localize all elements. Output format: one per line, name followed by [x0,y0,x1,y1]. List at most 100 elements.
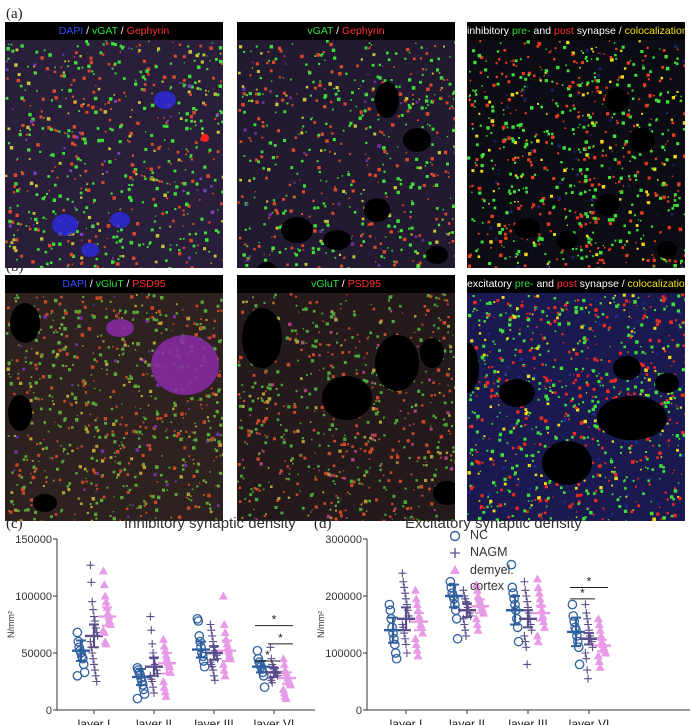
micrograph-a3: inhibitory pre- and post synapse / coloc… [467,22,685,268]
data-point [148,677,157,686]
data-point [593,651,603,660]
data-point [384,599,395,610]
data-point [159,641,169,650]
caption-segment: pre- [514,278,534,290]
data-point [199,661,210,672]
micrograph-caption: vGAT / Gephyrin [237,22,455,40]
data-point [220,627,230,636]
data-point [90,660,98,669]
data-point [99,580,109,589]
data-point [523,660,532,669]
data-point [210,671,218,680]
caption-segment: PSD95 [132,278,166,290]
caption-segment: / [83,25,93,37]
data-point [595,625,605,634]
data-point [400,583,409,592]
data-point [583,666,592,675]
caption-segment: Gephyrin [342,25,385,37]
data-point [594,620,604,628]
data-point [596,631,606,640]
data-point [279,659,289,668]
data-point [278,654,288,663]
data-point [385,605,396,616]
caption-segment: DAPI [58,25,84,37]
data-point [101,597,111,606]
y-tick-label: 200000 [325,591,362,603]
micrograph-caption: DAPI / vGAT / Gephyrin [5,22,223,40]
data-point [445,576,456,587]
caption-segment: / [86,278,96,290]
data-point [460,620,469,629]
data-point [402,649,411,657]
data-point [386,613,397,624]
micrograph-a1: DAPI / vGAT / Gephyrin [5,22,223,268]
data-point [601,648,611,657]
data-point [89,605,98,614]
x-tick-label: layer III [194,717,233,725]
data-point [148,639,157,648]
data-point [540,622,550,631]
data-point [506,559,517,570]
y-tick-label: 0 [356,705,362,717]
data-point [208,631,217,640]
data-point [412,645,422,654]
data-point [399,577,408,586]
data-point [99,627,109,636]
data-point [581,649,590,657]
data-point [532,631,542,640]
panel-label-a: (a) [6,6,23,22]
data-point [92,677,101,686]
caption-segment: synapse / [573,25,625,37]
data-point [219,665,229,674]
micrograph-caption: excitatory pre- and post synapse / coloc… [467,275,685,293]
micrograph-image [467,293,685,521]
chart-title-inhibitory: Inhibitory synaptic density [124,515,296,532]
data-point [522,643,531,652]
data-point [208,662,217,671]
caption-segment: DAPI [62,278,87,290]
data-point [535,594,545,603]
data-point [390,648,401,658]
y-tick-label: 100000 [15,591,52,603]
data-point [522,592,531,600]
plus-marker-icon [450,548,460,558]
chart-legend: NC NAGM demyel. cortex [446,528,530,593]
data-point [206,620,215,629]
data-point [595,662,605,671]
caption-segment: vGAT [307,25,334,37]
caption-segment: vGluT [95,278,124,290]
caption-segment: colocalization [624,25,685,37]
triangle-marker-icon [450,565,460,574]
legend-item-demyel: demyel. cortex [446,562,530,593]
data-point [146,612,155,621]
data-point [507,582,518,593]
data-point [73,636,84,647]
micrograph-caption: inhibitory pre- and post synapse / coloc… [467,22,685,40]
caption-segment: and [533,278,557,290]
y-tick-label: 0 [46,705,52,717]
data-point [90,612,98,621]
legend-label: demyel. cortex [470,563,514,593]
data-point [534,588,544,597]
caption-segment: / [117,25,127,37]
significance-star: * [587,574,592,588]
significance-star: * [265,648,270,662]
data-point [86,561,95,570]
data-point [520,631,529,640]
data-point [77,653,88,664]
caption-segment: inhibitory [467,25,512,37]
data-point [220,671,230,680]
data-point [266,643,275,652]
y-axis-label: N/mm² [6,611,16,638]
data-point [582,609,591,618]
data-point [401,634,410,643]
data-point [147,626,156,635]
x-tick-label: layer I [78,717,111,725]
chart-inhibitory: 0 50000 100000 150000 N/mm² layer I layer II la… [6,534,315,725]
data-point [389,639,400,650]
data-point [194,631,205,641]
significance-star: * [580,586,585,600]
data-point [159,682,169,691]
data-point [582,654,591,663]
caption-segment: post [556,278,577,290]
